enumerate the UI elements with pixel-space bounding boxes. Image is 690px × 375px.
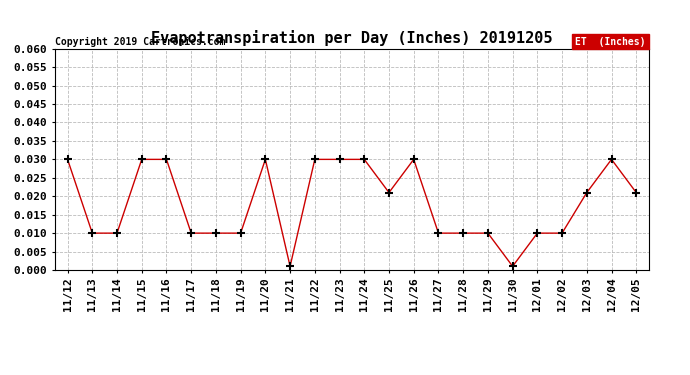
Title: Evapotranspiration per Day (Inches) 20191205: Evapotranspiration per Day (Inches) 2019… <box>151 30 553 46</box>
Text: Copyright 2019 Cartronics.com: Copyright 2019 Cartronics.com <box>55 36 226 46</box>
Text: ET  (Inches): ET (Inches) <box>575 36 646 46</box>
